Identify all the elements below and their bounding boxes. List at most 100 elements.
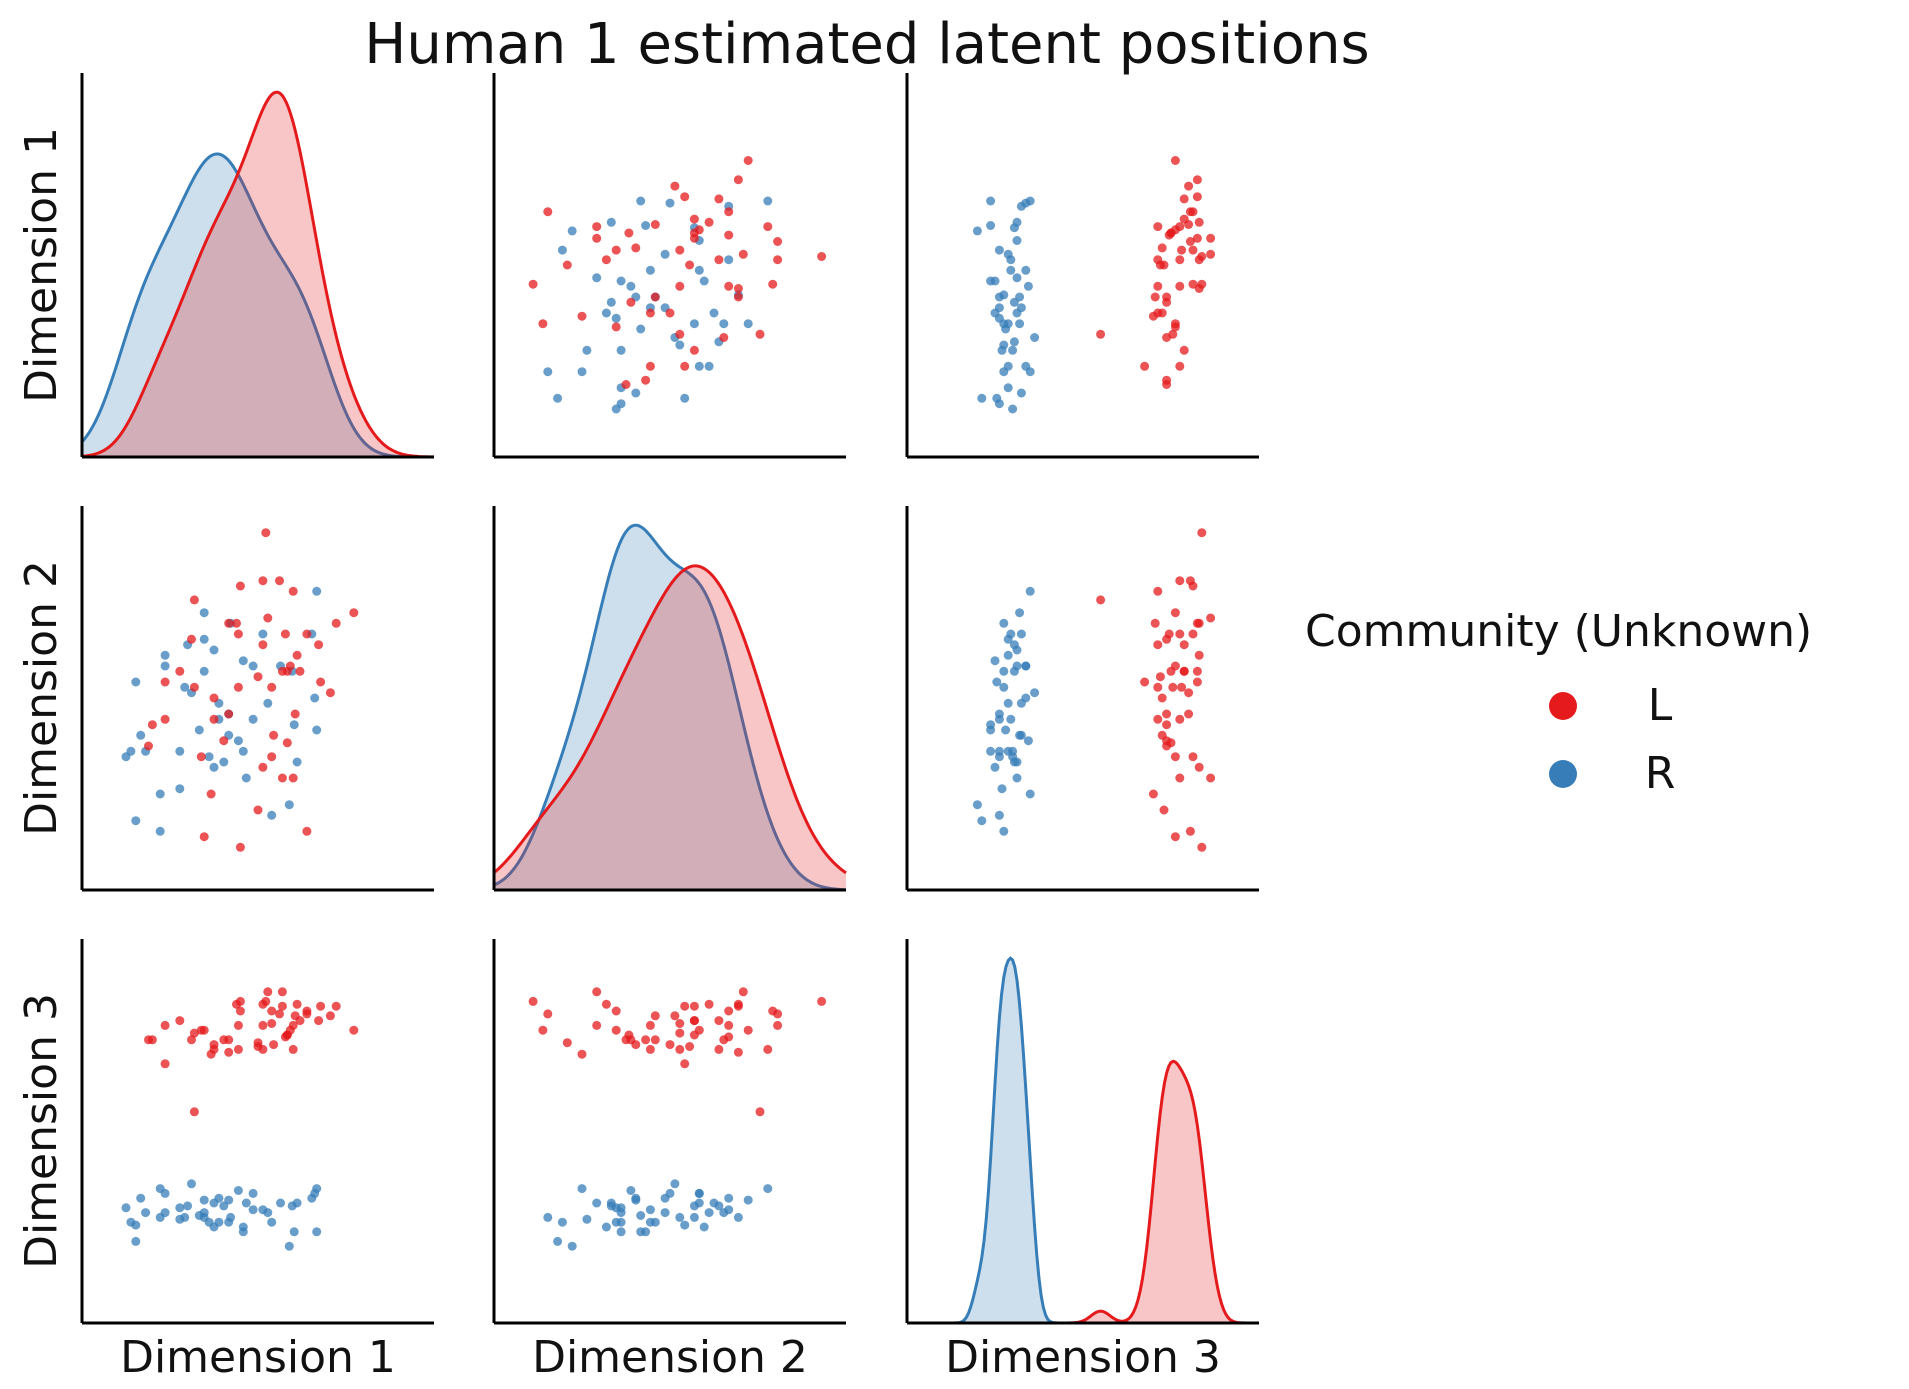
point-L-16 xyxy=(1185,826,1195,836)
point-L-25 xyxy=(316,677,326,687)
point-L-46 xyxy=(253,1038,263,1048)
point-R-31 xyxy=(606,1198,616,1208)
point-L-37 xyxy=(626,1035,636,1045)
legend-marker-R xyxy=(1549,760,1577,788)
point-R-25 xyxy=(238,656,248,666)
point-L-13 xyxy=(199,832,209,842)
point-R-21 xyxy=(543,367,553,377)
point-R-43 xyxy=(209,762,219,772)
point-R-24 xyxy=(606,297,616,307)
point-L-35 xyxy=(288,1020,298,1030)
point-L-47 xyxy=(1166,228,1176,238)
point-L-14 xyxy=(670,1011,680,1021)
point-L-36 xyxy=(685,1042,695,1051)
point-R-41 xyxy=(631,1193,641,1203)
point-L-30 xyxy=(1170,608,1180,618)
point-R-10 xyxy=(160,650,170,660)
point-R-13 xyxy=(660,1208,670,1218)
point-R-16 xyxy=(616,276,626,286)
point-R-45 xyxy=(636,324,646,334)
legend: Community (Unknown) L R xyxy=(1305,606,1812,799)
point-L-36 xyxy=(685,260,695,270)
point-R-16 xyxy=(238,746,248,756)
point-R-41 xyxy=(631,388,641,398)
point-L-44 xyxy=(1194,255,1204,265)
point-L-25 xyxy=(680,192,690,202)
point-L-42 xyxy=(1194,217,1204,227)
point-R-29 xyxy=(743,319,753,329)
point-L-30 xyxy=(743,156,753,165)
point-L-11 xyxy=(224,709,234,719)
point-R-15 xyxy=(616,1203,626,1213)
point-R-17 xyxy=(199,634,209,644)
point-L-28 xyxy=(263,613,273,623)
point-L-46 xyxy=(562,1038,572,1048)
point-L-3 xyxy=(209,693,219,703)
point-L-15 xyxy=(733,284,743,293)
point-R-13 xyxy=(263,698,273,708)
point-L-47 xyxy=(689,1030,699,1040)
point-L-13 xyxy=(1170,832,1180,842)
point-L-47 xyxy=(689,228,699,238)
point-R-22 xyxy=(733,1212,743,1222)
point-R-29 xyxy=(1015,319,1025,329)
point-L-44 xyxy=(258,762,268,772)
point-R-4 xyxy=(986,221,996,230)
point-R-34 xyxy=(233,1186,243,1195)
point-L-43 xyxy=(1175,361,1185,371)
point-R-25 xyxy=(699,1222,709,1232)
point-L-15 xyxy=(1194,618,1204,628)
point-R-33 xyxy=(675,1212,685,1222)
point-L-23 xyxy=(1192,233,1202,243)
point-R-6 xyxy=(763,196,773,206)
point-L-42 xyxy=(292,999,302,1009)
legend-label-R: R xyxy=(1645,748,1676,799)
point-R-45 xyxy=(1001,725,1011,735)
point-L-45 xyxy=(724,1032,734,1042)
y-axis-label-1: Dimension 1 xyxy=(16,127,67,403)
point-R-21 xyxy=(999,367,1009,377)
point-R-0 xyxy=(121,1203,131,1213)
point-R-34 xyxy=(626,1186,636,1195)
point-L-1 xyxy=(1153,222,1163,232)
point-L-9 xyxy=(258,576,268,586)
point-L-5 xyxy=(689,214,699,224)
point-L-0 xyxy=(261,528,271,538)
point-L-12 xyxy=(714,255,724,265)
point-L-31 xyxy=(724,281,734,291)
point-R-29 xyxy=(199,608,209,618)
point-R-40 xyxy=(1021,361,1031,371)
point-L-48 xyxy=(1170,752,1180,762)
point-L-28 xyxy=(738,987,748,997)
point-L-40 xyxy=(1185,237,1195,246)
point-L-43 xyxy=(160,714,170,724)
point-L-45 xyxy=(1164,629,1174,639)
point-L-23 xyxy=(689,1001,699,1011)
point-L-32 xyxy=(1188,207,1198,217)
point-R-35 xyxy=(714,1201,724,1211)
point-R-1 xyxy=(1003,383,1013,393)
point-L-24 xyxy=(1150,618,1160,628)
point-R-15 xyxy=(1008,746,1018,756)
point-L-26 xyxy=(641,1035,651,1045)
point-L-49 xyxy=(675,281,685,291)
point-L-9 xyxy=(258,1020,268,1030)
point-L-27 xyxy=(1179,640,1189,650)
point-L-37 xyxy=(219,736,229,746)
panel-dimension-2-vs-dimension-2 xyxy=(492,506,847,892)
point-R-44 xyxy=(557,245,567,255)
point-R-9 xyxy=(636,196,646,206)
point-L-9 xyxy=(1175,576,1185,586)
point-R-34 xyxy=(1023,736,1033,746)
point-R-27 xyxy=(977,393,987,403)
point-R-33 xyxy=(999,682,1009,692)
panel-dimension-3-vs-dimension-3 xyxy=(905,939,1259,1325)
point-R-6 xyxy=(763,1184,773,1194)
panel-dimension-1-vs-dimension-1 xyxy=(80,73,434,459)
point-L-48 xyxy=(611,1025,621,1035)
point-R-22 xyxy=(999,618,1009,628)
point-L-21 xyxy=(175,1016,185,1026)
point-L-46 xyxy=(1159,805,1169,815)
point-R-27 xyxy=(553,1236,563,1246)
point-R-8 xyxy=(724,1193,734,1203)
